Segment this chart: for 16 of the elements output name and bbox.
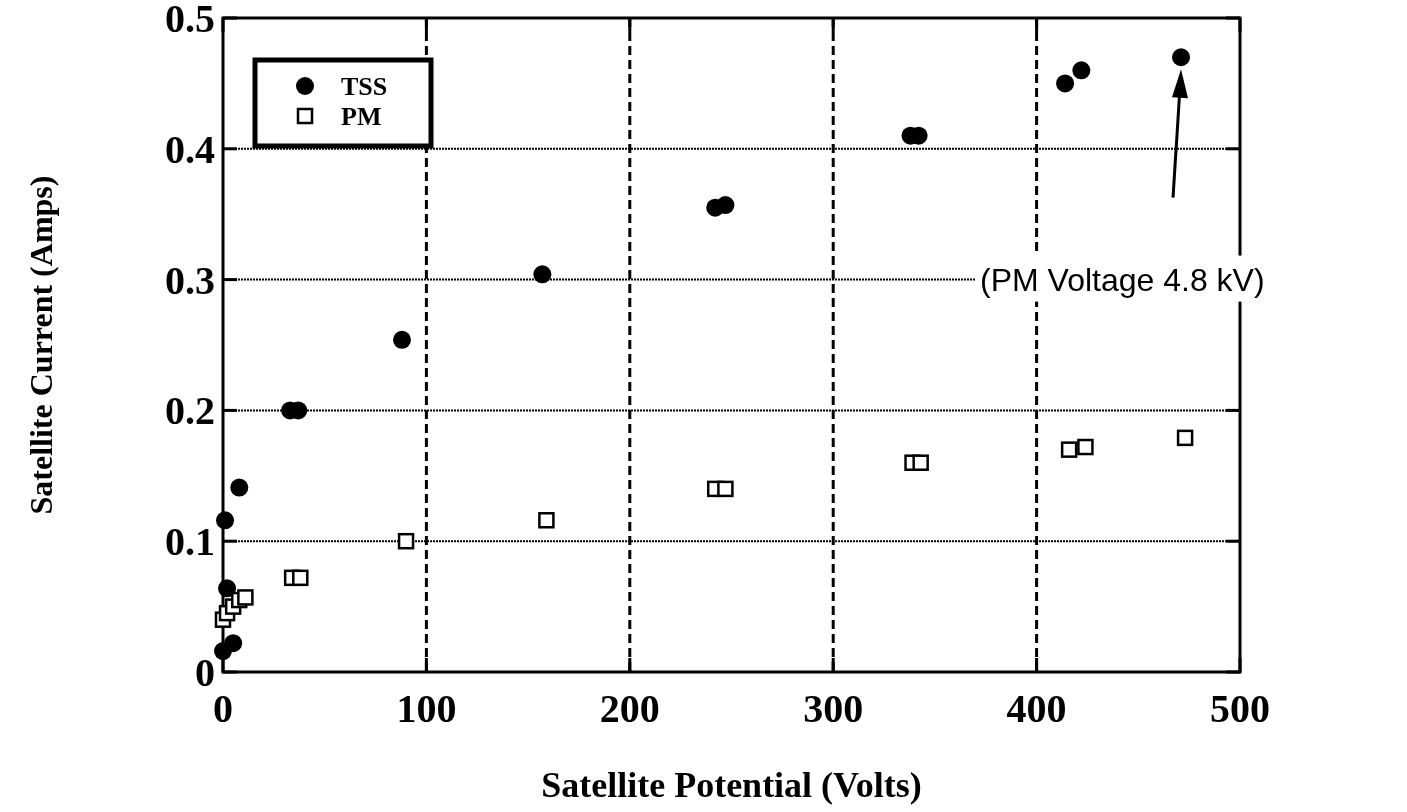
y-axis-title: Satellite Current (Amps): [23, 175, 59, 515]
y-tick-label: 0.1: [165, 519, 215, 565]
y-tick-label: 0.4: [165, 126, 215, 172]
annotation: (PM Voltage 4.8 kV): [980, 261, 1265, 298]
legend-label: PM: [341, 102, 382, 132]
y-tick-label: 0: [195, 650, 215, 695]
x-tick-label: 400: [1006, 686, 1067, 731]
x-tick-label: 200: [599, 686, 660, 731]
x-tick-label: 300: [803, 686, 864, 731]
y-tick-label: 0.2: [165, 388, 215, 434]
x-tick-label: 100: [396, 686, 457, 731]
legend-label: TSS: [341, 72, 388, 102]
y-tick-label: 0.3: [165, 257, 215, 303]
x-axis-title: Satellite Potential (Volts): [541, 765, 922, 805]
y-tick-label: 0.5: [165, 0, 215, 41]
x-tick-label: 500: [1210, 686, 1270, 731]
